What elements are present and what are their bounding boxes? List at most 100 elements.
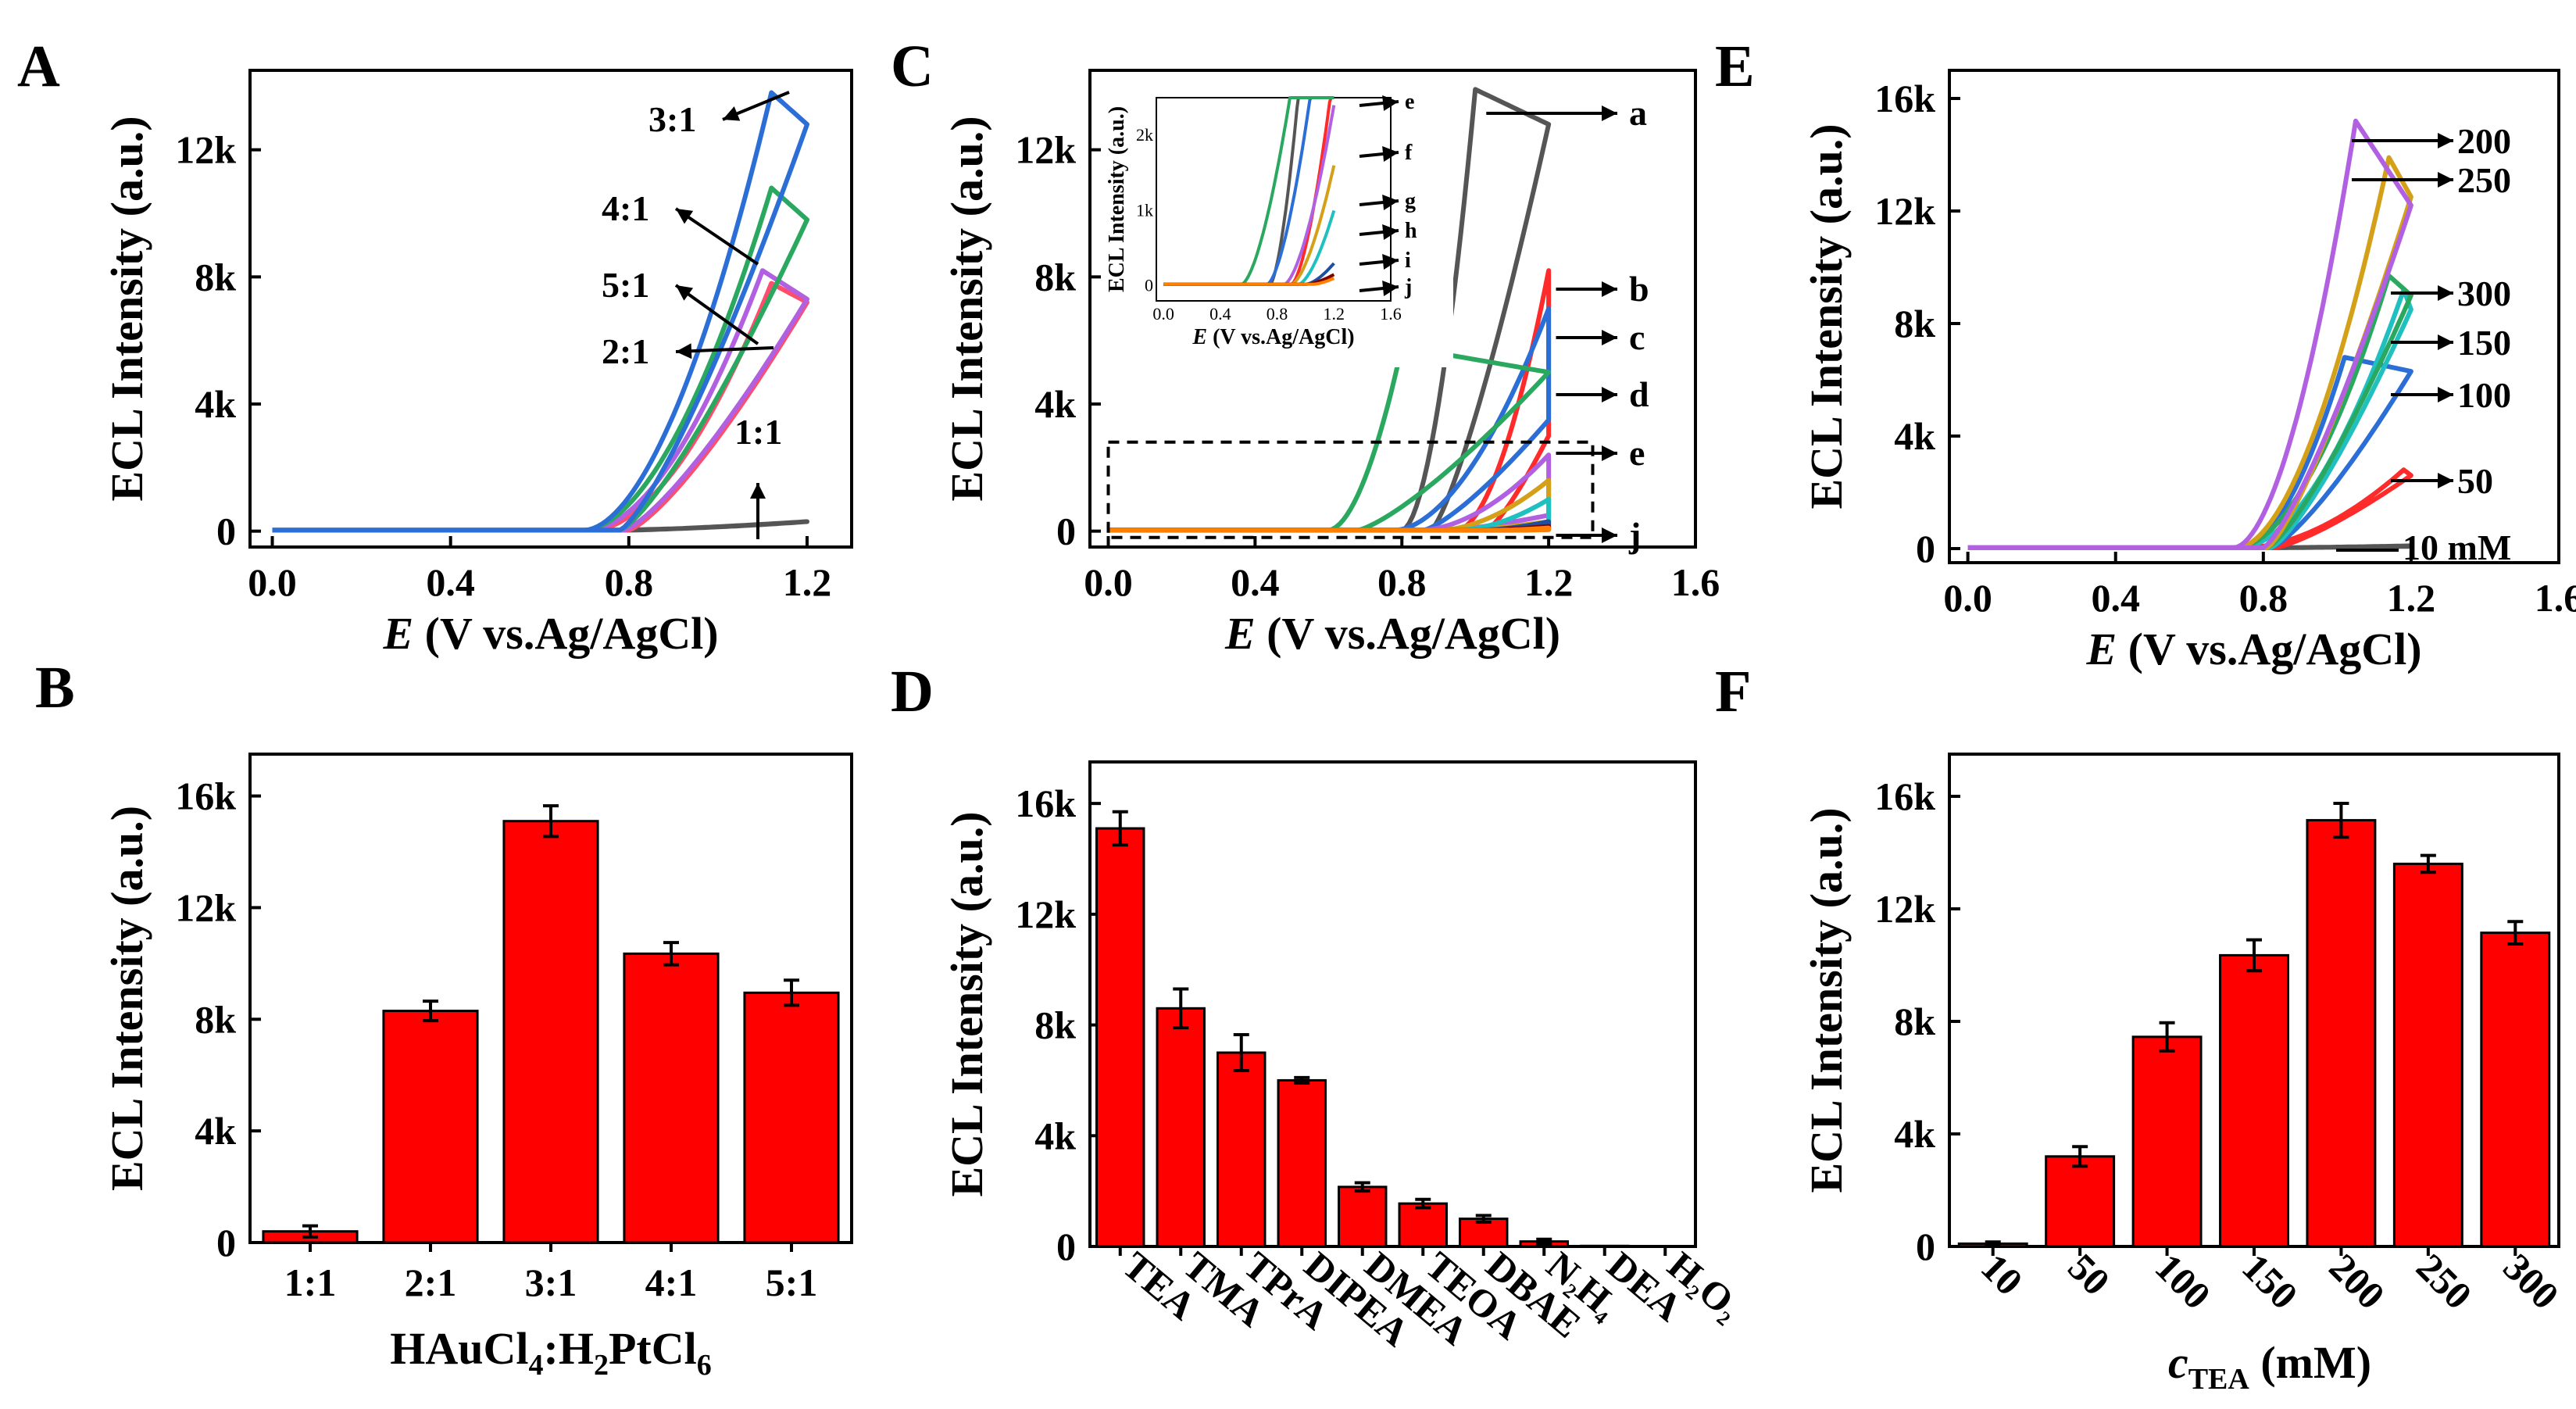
arrow-5-1-head — [676, 285, 694, 301]
x-tick-label: 1.6 — [1671, 560, 1720, 604]
arrow-2-1-head — [676, 343, 692, 359]
inset-x-tick: 1.6 — [1380, 304, 1402, 324]
arrow-5-1 — [674, 284, 759, 345]
inset-label-e: e — [1405, 90, 1414, 114]
bar-300 — [2480, 932, 2551, 1248]
arrow-4-1-head — [676, 209, 694, 224]
series-curve-200 — [1967, 118, 2413, 550]
y-tick-label: 12k — [1015, 892, 1076, 936]
curve-label-250: 250 — [2457, 160, 2511, 200]
y-tick-label: 16k — [1874, 77, 1935, 120]
inset-arrow-i-head — [1382, 254, 1399, 270]
inset-y-label: ECL Intensity (a.u.) — [1105, 106, 1129, 292]
arrow-300-head — [2438, 285, 2453, 301]
inset-label-g: g — [1405, 189, 1416, 213]
x-tick-label: 0.0 — [248, 560, 297, 604]
y-tick-label: 0 — [1056, 1225, 1076, 1268]
series-curve-50 — [1967, 467, 2413, 550]
bar-TMA — [1156, 1007, 1206, 1248]
bar-4:1 — [623, 952, 720, 1244]
curve-label-j: j — [1628, 515, 1641, 555]
x-tick-label: 0.8 — [1377, 560, 1427, 604]
y-axis-label: ECL Intensity (a.u.) — [941, 811, 992, 1196]
bar-TEA — [1095, 827, 1145, 1248]
y-tick-label: 8k — [1034, 1003, 1076, 1047]
inset-x-label: E (V vs.Ag/AgCl) — [1192, 325, 1354, 349]
curve-label-c: c — [1629, 317, 1645, 357]
inset-arrow-h-head — [1382, 224, 1399, 240]
series-curve-j — [1108, 525, 1552, 533]
y-tick-label: 0 — [1916, 1225, 1935, 1268]
curve-label-a: a — [1629, 93, 1647, 133]
curve-label-150: 150 — [2457, 323, 2511, 363]
y-tick-label: 0 — [216, 510, 236, 553]
y-tick-label: 12k — [175, 885, 236, 929]
x-tick-label: 10 — [1973, 1245, 2031, 1304]
inset-arrow-g-head — [1382, 195, 1399, 210]
chart-f: 0 4k 8k 12k 16k ECL Intensity (a.u.) 10 50 100 15… — [1801, 753, 2567, 1396]
inset-x-tick: 1.2 — [1324, 304, 1345, 324]
x-tick-label: 0.8 — [605, 560, 654, 604]
arrow-b-head — [1602, 281, 1617, 297]
x-tick-label: 1.2 — [2387, 576, 2436, 620]
arrow-j-head — [1602, 527, 1617, 543]
inset-y-tick: 2k — [1136, 125, 1153, 145]
x-tick-label: 250 — [2408, 1245, 2481, 1318]
x-tick-label: 0.4 — [2091, 576, 2140, 620]
curve-label-b: b — [1629, 269, 1649, 309]
inset-label-h: h — [1405, 219, 1417, 243]
y-tick-label: 0 — [1056, 510, 1076, 553]
x-tick-label: 1.2 — [1524, 560, 1574, 604]
arrow-2-1 — [675, 346, 774, 353]
x-tick-label: 0.8 — [2239, 576, 2288, 620]
bar-3:1 — [502, 820, 599, 1244]
x-tick-label: 2:1 — [405, 1261, 457, 1304]
inset-arrow-j-head — [1382, 281, 1399, 296]
curve-label-e: e — [1629, 433, 1645, 473]
panel-label-a: A — [17, 34, 60, 99]
series-curve-300 — [1967, 273, 2413, 550]
plot-frame-A — [248, 69, 853, 549]
curve-label-200: 200 — [2457, 121, 2511, 161]
y-tick-label: 16k — [1015, 781, 1076, 825]
y-tick-label: 4k — [195, 382, 236, 426]
y-axis-label: ECL Intensity (a.u.) — [102, 806, 152, 1191]
inset-label-j: j — [1404, 275, 1412, 299]
panel-label-e: E — [1715, 34, 1755, 99]
y-tick-label: 0 — [1916, 527, 1935, 570]
curve-label-1-1: 1:1 — [734, 412, 782, 452]
plot-frame-D — [1088, 760, 1697, 1248]
panel-label-f: F — [1715, 659, 1751, 724]
arrow-100-head — [2438, 387, 2453, 402]
y-tick-label: 8k — [1894, 1000, 1935, 1043]
panel-label-c: C — [891, 34, 934, 99]
arrow-3-1-head — [723, 106, 741, 121]
arrow-a-head — [1602, 105, 1617, 121]
series-curve-150 — [1967, 287, 2413, 550]
x-tick-label: 4:1 — [645, 1261, 698, 1304]
series-curve-250 — [1967, 155, 2413, 550]
bar-5:1 — [743, 991, 840, 1244]
y-tick-label: 4k — [1034, 1114, 1076, 1157]
x-tick-label: 200 — [2321, 1245, 2394, 1318]
x-tick-label: 1.2 — [783, 560, 832, 604]
panel-label-b: B — [35, 655, 75, 721]
x-tick-label: 150 — [2234, 1245, 2306, 1318]
plot-frame-E — [1948, 69, 2560, 564]
arrow-50-head — [2438, 473, 2453, 488]
inset-arrow-e-head — [1382, 95, 1399, 111]
inset-x-tick: 0.0 — [1152, 304, 1174, 324]
plot-frame-C — [1088, 69, 1697, 549]
x-tick-label: 100 — [2147, 1245, 2220, 1318]
inset-y-tick: 1k — [1136, 200, 1153, 220]
bar-50 — [2045, 1155, 2116, 1248]
curve-label-3-1: 3:1 — [648, 99, 696, 139]
x-tick-label: 1.6 — [2535, 576, 2576, 620]
inset-label-i: i — [1405, 249, 1411, 273]
y-axis-label: ECL Intensity (a.u.) — [102, 116, 152, 501]
curve-label-50: 50 — [2457, 461, 2493, 501]
inset-label-f: f — [1405, 141, 1413, 165]
arrow-200-head — [2438, 133, 2453, 148]
x-tick-label: 3:1 — [525, 1261, 577, 1304]
